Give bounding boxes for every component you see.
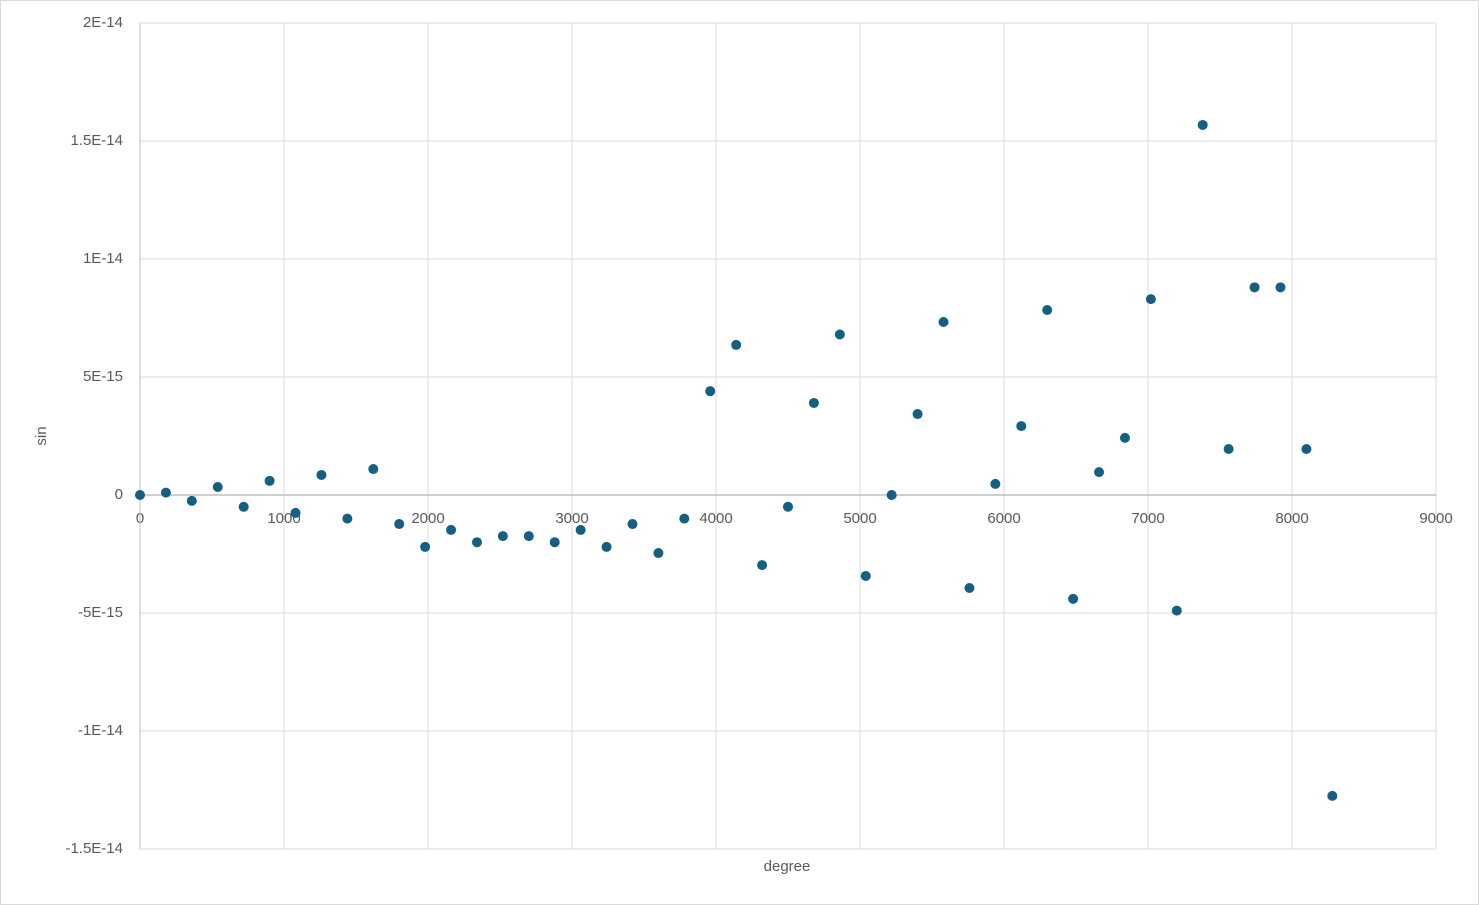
data-point — [1275, 282, 1286, 293]
y-tick-label: -5E-15 — [78, 604, 123, 621]
data-point — [1042, 304, 1053, 315]
data-point — [1223, 443, 1234, 454]
data-point — [1094, 467, 1105, 478]
data-point — [471, 537, 482, 548]
x-tick-label: 4000 — [699, 510, 732, 527]
data-point — [1249, 282, 1260, 293]
data-point — [1301, 443, 1312, 454]
data-point — [731, 339, 742, 350]
data-point — [264, 475, 275, 486]
data-point — [886, 490, 897, 500]
data-point — [523, 531, 534, 542]
data-point — [757, 560, 768, 571]
data-point — [705, 386, 716, 397]
data-point — [342, 513, 353, 524]
data-point — [1068, 593, 1079, 604]
y-tick-label: 5E-15 — [83, 368, 123, 385]
data-point — [1197, 119, 1208, 130]
data-point — [1327, 790, 1338, 801]
data-point — [316, 469, 327, 480]
data-point — [1171, 605, 1182, 616]
data-point — [549, 537, 560, 548]
data-point — [860, 570, 871, 581]
data-point — [601, 541, 612, 552]
data-point — [808, 397, 819, 408]
data-point — [938, 317, 949, 328]
data-point — [394, 519, 405, 530]
data-point — [653, 548, 664, 559]
x-tick-label: 6000 — [987, 510, 1020, 527]
data-point — [964, 582, 975, 593]
y-tick-label: 2E-14 — [83, 14, 123, 31]
data-point — [160, 487, 171, 498]
x-tick-label: 8000 — [1275, 510, 1308, 527]
data-point — [912, 409, 923, 420]
data-point — [1016, 421, 1027, 432]
data-point — [135, 490, 145, 500]
data-point — [290, 507, 301, 518]
data-point — [990, 478, 1001, 489]
data-point — [186, 495, 197, 506]
data-point — [575, 524, 586, 535]
data-point — [1119, 432, 1130, 443]
y-tick-label: 0 — [115, 486, 123, 503]
x-tick-label: 7000 — [1131, 510, 1164, 527]
x-tick-label: 5000 — [843, 510, 876, 527]
y-tick-label: 1E-14 — [83, 250, 123, 267]
y-tick-label: 1.5E-14 — [70, 132, 123, 149]
data-point — [368, 464, 379, 475]
data-point — [1145, 294, 1156, 305]
data-point — [212, 481, 223, 492]
data-point — [783, 501, 793, 512]
y-tick-label: -1.5E-14 — [65, 840, 123, 857]
data-point — [238, 501, 249, 512]
data-point — [497, 531, 508, 542]
y-axis-title: sin — [33, 426, 50, 445]
data-point — [834, 329, 845, 340]
x-tick-label: 3000 — [555, 510, 588, 527]
data-point — [446, 524, 457, 535]
data-point — [420, 541, 431, 552]
x-tick-label: 2000 — [411, 510, 444, 527]
data-point — [679, 513, 690, 524]
x-tick-label: 9000 — [1419, 510, 1452, 527]
y-tick-label: -1E-14 — [78, 722, 123, 739]
data-point — [627, 519, 638, 530]
x-axis-title: degree — [764, 858, 811, 875]
